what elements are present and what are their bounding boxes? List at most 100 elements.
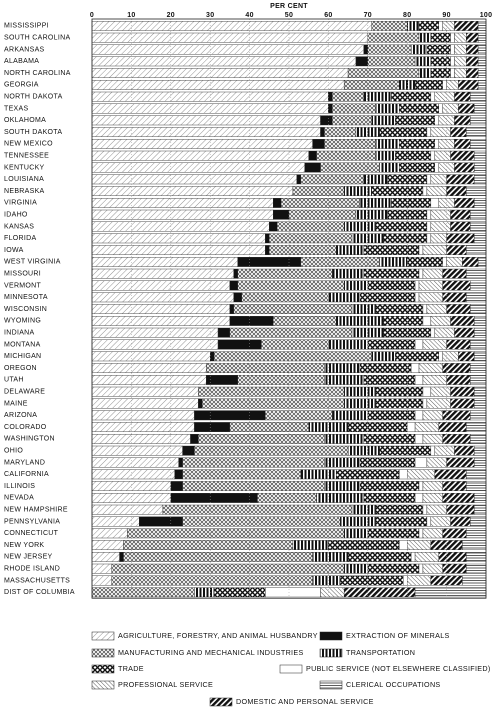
bar-segment: [347, 422, 408, 432]
bar-segment: [454, 162, 475, 173]
bar-segment: [347, 68, 420, 79]
bar-segment: [332, 91, 365, 102]
bar-segment: [91, 174, 298, 185]
legend-label: PUBLIC SERVICE (NOT ELSEWHERE CLASSIFIED…: [306, 664, 491, 673]
bar-segment: [206, 363, 325, 373]
bar-segment: [473, 233, 487, 244]
bar-segment: [434, 469, 467, 480]
bar-segment: [336, 469, 400, 480]
bar-segment: [430, 150, 435, 161]
bar-segment: [434, 138, 439, 149]
bar-segment: [422, 375, 447, 385]
axis-title: PER CENT: [270, 3, 308, 10]
bar-segment: [430, 56, 451, 67]
bar-segment: [343, 528, 369, 539]
bar-segment: [430, 516, 451, 527]
bar-segment: [217, 327, 231, 338]
bar-segment: [111, 575, 313, 586]
y-tick-label: MARYLAND: [4, 459, 45, 466]
bar-segment: [473, 493, 487, 503]
bar-segment: [363, 493, 416, 503]
y-tick-label: KANSAS: [4, 223, 34, 230]
bar-segment: [470, 115, 487, 126]
bar-segment: [91, 504, 164, 515]
bar-segment: [422, 434, 443, 444]
bar-segment: [430, 209, 451, 220]
bar-segment: [470, 516, 487, 527]
bar-segment: [375, 398, 424, 409]
bar-segment: [355, 127, 380, 138]
bar-segment: [237, 257, 302, 267]
legend-swatch: [91, 680, 115, 690]
bar-segment: [466, 481, 487, 491]
bar-segment: [473, 398, 487, 409]
bar-segment: [229, 422, 309, 432]
bar-segment: [473, 162, 487, 173]
bar-segment: [422, 481, 443, 491]
y-tick-label: DELAWARE: [4, 389, 45, 396]
bar-segment: [367, 56, 416, 67]
bar-segment: [450, 386, 475, 397]
bar-segment: [269, 233, 353, 244]
bar-segment: [229, 327, 353, 338]
bar-segment: [410, 44, 428, 55]
bar-segment: [422, 186, 428, 196]
bar-segment: [182, 481, 325, 491]
bar-segment: [466, 44, 479, 55]
legend-swatch: [279, 664, 303, 674]
legend-swatch: [91, 631, 115, 641]
bar-segment: [91, 186, 294, 196]
bar-segment: [91, 481, 172, 491]
bar-segment: [454, 44, 467, 55]
bar-segment: [414, 457, 428, 468]
y-tick-label: IDAHO: [4, 212, 28, 219]
bar-segment: [454, 115, 471, 126]
bar-segment: [363, 174, 388, 185]
bar-segment: [91, 386, 199, 397]
x-tick-label: 50: [285, 12, 293, 19]
bar-segment: [422, 245, 447, 255]
bar-segment: [426, 233, 432, 244]
bar-segment: [446, 174, 475, 185]
bar-segment: [178, 457, 183, 468]
bar-segment: [422, 316, 432, 326]
y-tick-label: NORTH DAKOTA: [4, 94, 63, 101]
x-tick-label: 70: [364, 12, 372, 19]
bar-segment: [442, 257, 447, 267]
y-tick-label: OREGON: [4, 365, 37, 372]
bar-segment: [300, 469, 337, 480]
bar-segment: [422, 386, 432, 397]
bar-segment: [324, 481, 361, 491]
bar-segment: [91, 363, 207, 373]
bar-segment: [198, 434, 325, 444]
bar-segment: [343, 398, 376, 409]
y-tick-label: ARKANSAS: [4, 46, 45, 53]
bar-segment: [466, 528, 487, 539]
bar-segment: [473, 150, 487, 161]
bar-segment: [355, 56, 369, 67]
bar-segment: [442, 351, 459, 362]
bar-segment: [466, 563, 487, 574]
bar-segment: [395, 351, 439, 362]
bar-segment: [332, 268, 365, 279]
bar-segment: [91, 103, 329, 114]
bar-segment: [418, 481, 424, 491]
bar-segment: [91, 516, 140, 527]
y-tick-label: FLORIDA: [4, 235, 36, 242]
bar-segment: [426, 221, 432, 232]
bar-segment: [308, 150, 317, 161]
bar-segment: [91, 257, 238, 267]
legend-label: AGRICULTURE, FORESTRY, AND ANIMAL HUSBAN…: [118, 631, 318, 640]
bar-segment: [182, 516, 341, 527]
bar-segment: [466, 32, 479, 43]
bar-segment: [324, 127, 357, 138]
bar-segment: [91, 44, 365, 55]
bar-segment: [426, 127, 432, 138]
bar-segment: [91, 162, 305, 173]
bar-segment: [139, 516, 183, 527]
bar-segment: [422, 528, 443, 539]
bar-segment: [414, 422, 439, 432]
y-tick-label: OKLAHOMA: [4, 117, 46, 124]
bar-segment: [269, 221, 278, 232]
bar-segment: [399, 162, 435, 173]
